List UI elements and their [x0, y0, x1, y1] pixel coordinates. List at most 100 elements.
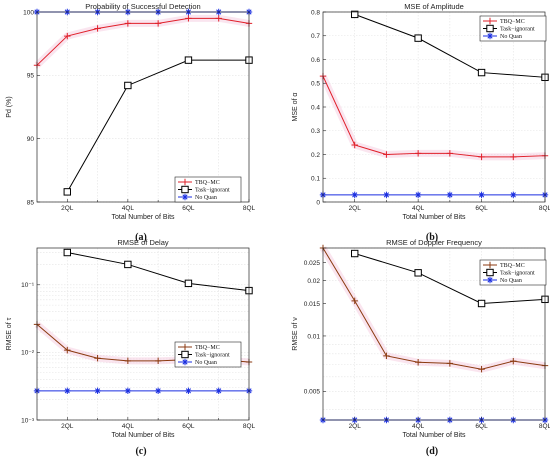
y-tick-label: 0.3: [311, 128, 320, 135]
legend-label: TBQ−MC: [500, 263, 525, 269]
legend-label: TBQ−MC: [195, 180, 220, 186]
legend-marker: [181, 358, 189, 366]
x-tick-label: 6QL: [475, 205, 488, 212]
data-point: [154, 387, 162, 395]
data-point: [124, 387, 132, 395]
chart-title: Probability of Successful Detection: [85, 2, 200, 11]
y-tick-label: 0.02: [307, 278, 320, 285]
y-tick-label: 10⁻¹: [21, 282, 35, 289]
data-point: [94, 355, 101, 362]
y-tick-label: 95: [27, 73, 35, 80]
chart-panel-2: 2QL 4QL 6QL 8QL 0 0.1 0.2 0.3 0.4 0.5 0.6 0.7 0.8 MSE…: [292, 2, 550, 243]
chart-title: RMSE of Doppler Frequency: [386, 238, 482, 247]
plot-area: [37, 12, 249, 202]
chart-panel-3: 2QL 4QL 6QL 8QL 10⁻³ 10⁻² 10⁻¹ RMSE of Delay Tot…: [6, 238, 256, 457]
data-point: [124, 20, 132, 27]
series-line-1: [322, 75, 546, 158]
y-tick-label: 0.7: [311, 33, 320, 40]
x-axis-label: Total Number of Bits: [402, 432, 466, 439]
panel-caption: (a): [135, 232, 147, 243]
data-point: [185, 387, 192, 395]
data-point: [124, 81, 132, 90]
data-point: [414, 359, 422, 366]
data-point: [64, 32, 71, 40]
data-point: [63, 188, 71, 196]
data-point: [446, 360, 454, 367]
axes-frame: [36, 247, 250, 421]
data-point: [184, 279, 193, 288]
y-axis-label: RMSE of ν: [292, 317, 299, 351]
data-point: [64, 346, 71, 354]
data-point: [351, 141, 358, 149]
y-tick-label: 85: [27, 199, 35, 206]
legend-label: Task−ignorant: [500, 271, 535, 277]
data-point: [478, 366, 485, 373]
x-tick-label: 2QL: [349, 205, 362, 212]
data-point: [351, 297, 358, 305]
legend-label: Task−ignorant: [195, 353, 230, 359]
y-axis-label: MSE of α: [292, 93, 299, 122]
x-tick-label: 2QL: [61, 205, 74, 212]
legend-marker: [486, 268, 494, 277]
x-tick-label: 4QL: [412, 423, 425, 430]
legend-label: TBQ−MC: [195, 345, 220, 351]
data-point: [154, 357, 162, 365]
legend-label: No Quan: [195, 195, 217, 201]
y-tick-label: 0.5: [311, 81, 320, 88]
x-tick-label: 8QL: [539, 205, 550, 212]
axes-frame: [36, 11, 250, 203]
x-tick-label: 8QL: [243, 205, 256, 212]
legend-marker: [181, 343, 189, 351]
x-tick-label: 6QL: [182, 205, 195, 212]
legend-label: No Quan: [195, 360, 217, 366]
legend-marker: [486, 276, 494, 284]
y-tick-label: 0.01: [307, 333, 320, 340]
data-point: [94, 25, 101, 32]
panel-caption: (c): [135, 446, 146, 457]
data-point: [215, 387, 222, 395]
x-tick-label: 2QL: [349, 423, 362, 430]
series-line-2: [67, 252, 250, 292]
data-point: [446, 150, 454, 157]
panel-caption: (d): [426, 446, 438, 457]
legend-marker: [181, 185, 189, 194]
x-tick-label: 4QL: [122, 423, 135, 430]
legend-marker: [181, 350, 189, 359]
legend-label: Task−ignorant: [195, 188, 230, 194]
y-axis-label: RMSE of τ: [6, 317, 13, 350]
chart-panel-1: 2QL 4QL 6QL 8QL 85 90 95 100 Probability of Succ…: [6, 2, 256, 243]
legend-label: No Quan: [500, 278, 522, 284]
y-tick-label: 0.2: [311, 152, 320, 159]
legend-marker: [181, 193, 189, 201]
series-line-2: [354, 13, 546, 78]
x-tick-label: 8QL: [243, 423, 256, 430]
y-tick-label: 0.8: [311, 9, 320, 16]
data-point: [154, 20, 162, 27]
x-tick-label: 4QL: [412, 205, 425, 212]
data-point: [351, 249, 359, 258]
x-tick-label: 8QL: [539, 423, 550, 430]
data-point: [477, 299, 486, 308]
y-axis-label: Pd (%): [6, 96, 13, 117]
plot-area: [37, 248, 249, 420]
x-tick-label: 6QL: [475, 423, 488, 430]
data-point: [124, 260, 132, 269]
data-point: [383, 151, 390, 158]
data-point: [478, 153, 485, 161]
data-point: [215, 15, 222, 22]
legend-marker: [486, 261, 494, 269]
data-point: [510, 153, 517, 161]
y-tick-label: 10⁻²: [21, 350, 35, 357]
data-point: [446, 191, 454, 199]
legend-marker: [486, 24, 494, 33]
data-point: [383, 352, 390, 360]
data-point: [64, 387, 71, 395]
y-tick-label: 0.1: [311, 176, 320, 183]
legend-marker: [181, 178, 189, 186]
series-line-2: [354, 253, 546, 304]
x-axis-label: Total Number of Bits: [111, 214, 175, 221]
y-tick-label: 90: [27, 136, 35, 143]
